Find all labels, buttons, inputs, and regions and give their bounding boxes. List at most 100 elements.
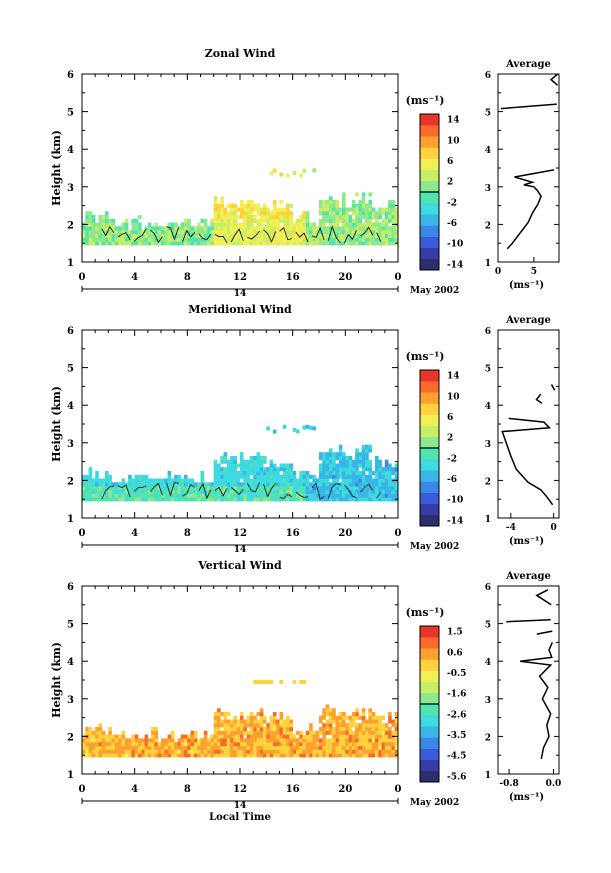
heatmap-cell (299, 474, 303, 479)
heatmap-cell (207, 493, 211, 498)
heatmap-cell (154, 233, 158, 238)
heatmap-cell (98, 226, 103, 231)
heatmap-cell (220, 742, 224, 747)
heatmap-cell (358, 474, 363, 479)
panel-title: Zonal Wind (205, 47, 276, 60)
heatmap-cell (332, 715, 336, 720)
heatmap-cell (128, 749, 132, 754)
heatmap-cell (391, 215, 395, 220)
heatmap-cell (348, 749, 353, 754)
heatmap-cell (210, 482, 214, 487)
heatmap-cell (226, 749, 231, 754)
heatmap-cell (378, 482, 382, 487)
heatmap-cell (358, 471, 363, 476)
heatmap-cell (243, 497, 247, 502)
heatmap-cell (170, 738, 175, 743)
heatmap-cell (98, 486, 103, 491)
colorbar-swatch (420, 114, 439, 126)
colorbar-swatch (420, 414, 439, 426)
heatmap-cell (355, 233, 359, 238)
heatmap-cell (269, 753, 274, 758)
heatmap-cell (355, 467, 359, 472)
heatmap-cell (272, 241, 277, 246)
heatmap-cell (309, 727, 313, 732)
heatmap-cell (368, 742, 372, 747)
heatmap-cell (348, 715, 353, 720)
colorbar-swatch (420, 470, 439, 482)
heatmap-cell (381, 497, 386, 502)
heatmap-cell (299, 738, 303, 743)
heatmap-cell (279, 172, 284, 177)
heatmap-cell (144, 237, 149, 242)
heatmap-cell (223, 486, 228, 491)
heatmap-cell (230, 482, 234, 487)
heatmap-cell (246, 719, 251, 724)
heatmap-cell (101, 226, 106, 231)
heatmap-cell (101, 749, 106, 754)
heatmap-cell (368, 203, 372, 208)
heatmap-cell (388, 215, 392, 220)
heatmap-cell (319, 452, 323, 457)
heatmap-cell (243, 474, 247, 479)
heatmap-cell (328, 452, 333, 457)
heatmap-cell (200, 742, 205, 747)
heatmap-cell (233, 471, 237, 476)
heatmap-cell (121, 233, 126, 238)
heatmap-cell (134, 486, 139, 491)
heatmap-cell (328, 218, 333, 223)
heatmap-cell (131, 489, 135, 494)
heatmap-cell (124, 486, 129, 491)
heatmap-cell (371, 715, 376, 720)
heatmap-cell (217, 230, 221, 235)
heatmap-cell (161, 478, 165, 483)
heatmap-cell (256, 486, 261, 491)
heatmap-cell (325, 200, 330, 205)
heatmap-cell (315, 745, 320, 750)
heatmap-cell (151, 745, 155, 750)
heatmap-cell (345, 742, 349, 747)
heatmap-cell (355, 749, 359, 754)
heatmap-cell (101, 241, 106, 246)
heatmap-cell (351, 730, 356, 735)
heatmap-cell (358, 207, 363, 212)
heatmap-cell (154, 241, 158, 246)
heatmap-cell (263, 233, 267, 238)
heatmap-cell (157, 497, 162, 502)
heatmap-cell (138, 226, 142, 231)
heatmap-cell (345, 715, 349, 720)
heatmap-cell (259, 230, 264, 235)
heatmap-cell (233, 463, 237, 468)
heatmap-cell (213, 237, 218, 242)
heatmap-cell (91, 749, 96, 754)
heatmap-cell (184, 474, 188, 479)
heatmap-cell (249, 456, 254, 461)
heatmap-cell (302, 233, 307, 238)
profile-x-tick-label: -4 (506, 523, 516, 533)
heatmap-cell (128, 497, 132, 502)
heatmap-cell (240, 207, 244, 212)
heatmap-cell (98, 730, 103, 735)
heatmap-cell (361, 237, 366, 242)
heatmap-cell (85, 241, 89, 246)
heatmap-cell (282, 745, 287, 750)
heatmap-cell (282, 734, 287, 739)
profile-y-tick-label: 5 (485, 109, 491, 119)
heatmap-cell (233, 230, 237, 235)
heatmap-cell (111, 233, 116, 238)
heatmap-cell (223, 222, 228, 227)
y-tick-label: 3 (67, 695, 74, 706)
heatmap-cell (151, 753, 155, 758)
heatmap-cell (164, 493, 168, 498)
heatmap-cell (105, 489, 109, 494)
heatmap-cell (91, 482, 96, 487)
heatmap-cell (121, 222, 126, 227)
heatmap-cell (276, 222, 280, 227)
heatmap-cell (253, 482, 257, 487)
heatmap-cell (378, 715, 382, 720)
heatmap-cell (256, 489, 261, 494)
heatmap-cell (243, 230, 247, 235)
heatmap-cell (111, 237, 116, 242)
heatmap-cell (105, 745, 109, 750)
heatmap-cell (388, 749, 392, 754)
heatmap-cell (328, 730, 333, 735)
